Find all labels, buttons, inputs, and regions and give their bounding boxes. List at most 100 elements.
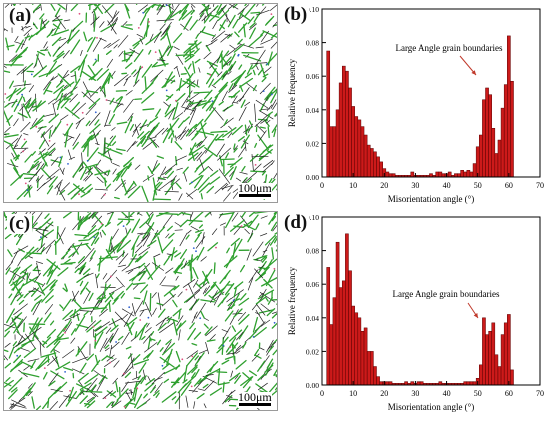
- histogram-bar: [367, 351, 370, 385]
- panel-label-d: (d): [282, 213, 309, 233]
- histogram-bar: [439, 382, 442, 385]
- panel-label-a: (a): [7, 6, 33, 26]
- x-axis-label: Misorientation angle (°): [388, 402, 475, 412]
- micrograph-a-texture: [4, 4, 277, 202]
- y-tick-label: 0.00: [306, 381, 319, 390]
- y-tick-label: 0.08: [306, 247, 319, 256]
- y-tick-label: 0.04: [306, 314, 319, 323]
- y-axis-label: Relative frequency: [287, 266, 297, 335]
- histogram-bar: [348, 271, 351, 385]
- micrograph-c-texture: [4, 212, 277, 410]
- y-tick-label: 0.08: [306, 39, 319, 48]
- x-tick-label: 40: [443, 181, 451, 190]
- histogram-bar: [479, 135, 482, 177]
- histogram-bar: [467, 382, 470, 385]
- histogram-bar: [492, 323, 495, 385]
- x-tick-label: 10: [349, 181, 357, 190]
- histogram-bar: [489, 331, 492, 385]
- histogram-bar: [457, 174, 460, 177]
- x-tick-label: 20: [380, 389, 388, 398]
- scale-bar-c: 100μm: [238, 392, 272, 408]
- histogram-bar: [454, 174, 457, 177]
- histogram-bar: [429, 174, 432, 177]
- histogram-bar: [373, 152, 376, 177]
- histogram-bar: [439, 172, 442, 177]
- histogram-bar: [442, 174, 445, 177]
- histogram-bar: [364, 328, 367, 385]
- y-tick-label: 0.06: [306, 72, 319, 81]
- histogram-bar: [501, 108, 504, 177]
- histogram-bar: [392, 174, 395, 177]
- histogram-bar: [482, 100, 485, 177]
- histogram-bar: [405, 382, 408, 385]
- annotation-arrowhead: [474, 313, 478, 318]
- histogram-bar: [358, 318, 361, 385]
- histogram-bar: [470, 172, 473, 177]
- histogram-bar: [448, 172, 451, 177]
- histogram-bar: [336, 242, 339, 385]
- histogram-bar: [355, 117, 358, 177]
- x-tick-label: 0: [320, 181, 324, 190]
- x-tick-label: 0: [320, 389, 324, 398]
- histogram-bar: [355, 313, 358, 385]
- x-tick-label: 10: [349, 389, 357, 398]
- x-tick-label: 30: [411, 181, 419, 190]
- histogram-bar: [345, 234, 348, 385]
- histogram-bar: [486, 88, 489, 177]
- y-tick-label: 0.04: [306, 106, 319, 115]
- histogram-bar: [377, 377, 380, 385]
- x-tick-label: 60: [505, 181, 513, 190]
- x-tick-label: 50: [474, 389, 482, 398]
- histogram-bar: [473, 164, 476, 177]
- y-tick-label: 0.02: [306, 139, 319, 148]
- histogram-bar: [361, 331, 364, 385]
- histogram-bar: [467, 170, 470, 177]
- histogram-bar: [417, 382, 420, 385]
- histogram-bar: [507, 36, 510, 177]
- histogram-bar: [389, 174, 392, 177]
- y-axis-label: Relative frequency: [287, 58, 297, 127]
- histogram-bar: [377, 157, 380, 177]
- histogram-bar: [367, 145, 370, 177]
- histogram-bar: [342, 66, 345, 177]
- histogram-bar: [504, 323, 507, 385]
- histogram-bar: [510, 370, 513, 385]
- micrograph-c: [3, 211, 278, 411]
- histogram-bar: [507, 314, 510, 385]
- histogram-bar: [339, 288, 342, 385]
- histogram-bar: [333, 298, 336, 385]
- histogram-bar: [342, 281, 345, 385]
- histogram-bar: [510, 81, 513, 177]
- histogram-bar: [498, 140, 501, 177]
- histogram-bar: [461, 170, 464, 177]
- histogram-bar: [370, 351, 373, 385]
- histogram-bar: [373, 367, 376, 385]
- scale-bar-a: 100μm: [238, 183, 272, 199]
- histogram-bar: [352, 106, 355, 177]
- histogram-bar: [348, 88, 351, 177]
- histogram-bar: [352, 306, 355, 385]
- histogram-bar: [470, 382, 473, 385]
- x-tick-label: 30: [411, 389, 419, 398]
- histogram-bar: [370, 148, 373, 177]
- histogram-bar: [330, 127, 333, 177]
- histogram-bar: [411, 382, 414, 385]
- histogram-bar: [492, 128, 495, 177]
- annotation-text: Large Angle grain boundaries: [395, 43, 503, 53]
- histogram-bar: [330, 325, 333, 385]
- histogram-bar: [386, 382, 389, 385]
- micrograph-a: [3, 3, 278, 203]
- histogram-bar: [476, 147, 479, 177]
- histogram-bar: [464, 172, 467, 177]
- x-axis-label: Misorientation angle (°): [388, 194, 475, 204]
- histogram-bar: [336, 110, 339, 177]
- histogram-bar: [411, 172, 414, 177]
- histogram-bar: [486, 335, 489, 385]
- histogram-bar: [333, 127, 336, 177]
- y-tick-label: 0.02: [306, 347, 319, 356]
- y-tick-label: 0.06: [306, 280, 319, 289]
- histogram-bar: [464, 382, 467, 385]
